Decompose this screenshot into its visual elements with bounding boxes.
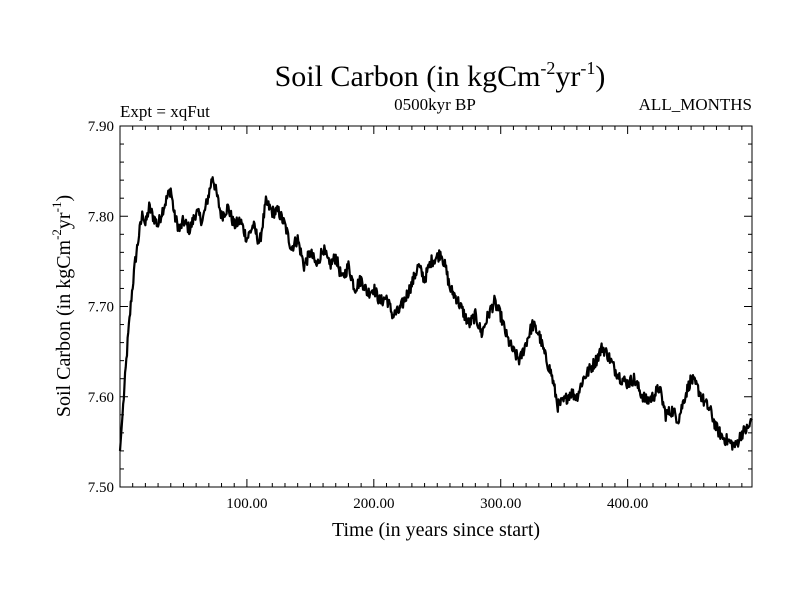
x-tick-label: 300.00	[480, 496, 521, 512]
chart-title: Soil Carbon (in kgCm-2yr-1)	[275, 58, 606, 93]
title-close: )	[595, 60, 605, 93]
series-line-soil-carbon	[118, 176, 753, 451]
experiment-label: Expt = xqFut	[120, 102, 210, 121]
axis-ticks: 100.00 200.00 300.00 400.00 7.50 7.60 7.70 7.80…	[88, 119, 752, 512]
months-label: ALL_MONTHS	[639, 95, 752, 114]
y-tick-label: 7.80	[88, 209, 114, 225]
x-axis-title: Time (in years since start)	[332, 519, 540, 541]
ylabel-exp1: -2	[49, 229, 64, 240]
ylabel-close: )	[53, 195, 75, 202]
x-tick-label: 400.00	[607, 496, 648, 512]
title-exp1: -2	[540, 58, 555, 78]
x-tick-label: 100.00	[226, 496, 267, 512]
ylabel-exp2: -1	[49, 202, 64, 213]
period-label: 0500kyr BP	[394, 95, 476, 114]
y-tick-label: 7.50	[88, 480, 114, 496]
y-tick-label: 7.90	[88, 119, 114, 135]
title-mid: yr	[555, 60, 580, 93]
ylabel-main: Soil Carbon (in kgCm	[53, 239, 75, 417]
y-axis-title: Soil Carbon (in kgCm-2yr-1)	[49, 195, 75, 417]
y-tick-label: 7.70	[88, 300, 114, 316]
title-exp2: -1	[580, 58, 595, 78]
x-tick-label: 200.00	[353, 496, 394, 512]
ylabel-mid: yr	[53, 212, 75, 229]
y-tick-label: 7.60	[88, 390, 114, 406]
title-main: Soil Carbon (in kgCm	[275, 60, 541, 93]
plot-frame	[119, 125, 753, 488]
